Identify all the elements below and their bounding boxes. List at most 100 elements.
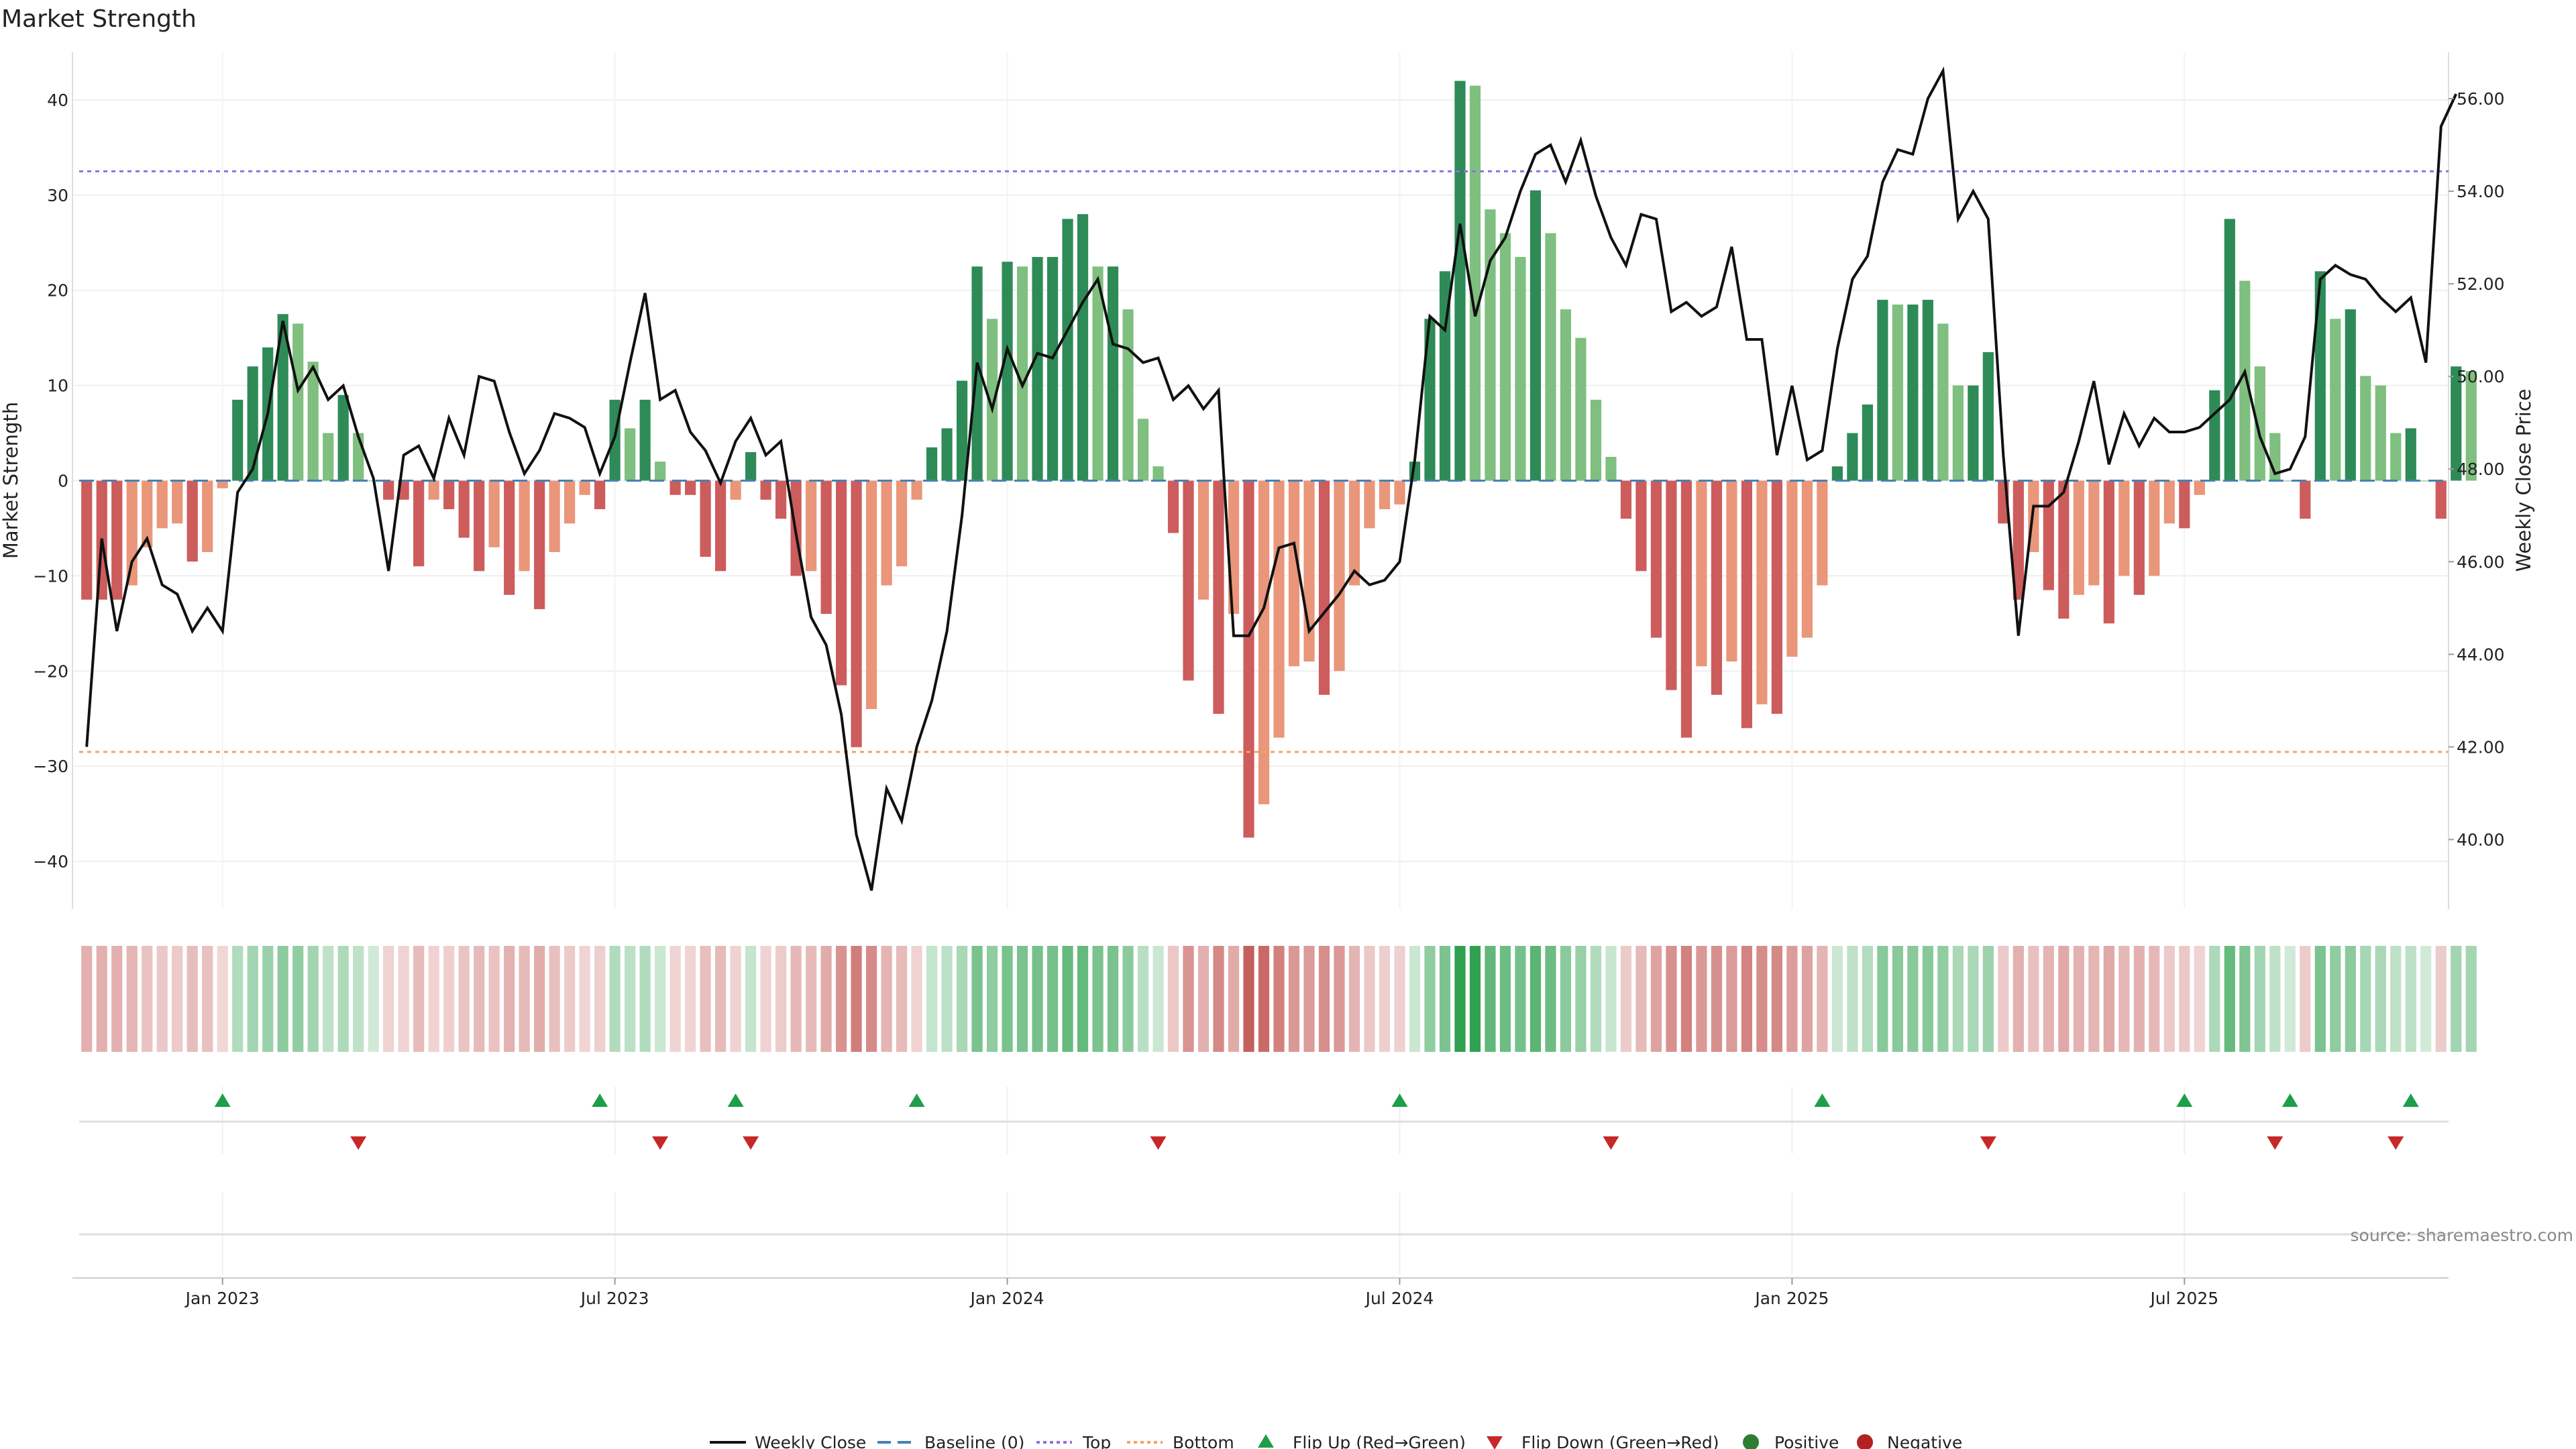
strength-bar [564, 480, 576, 524]
x-tick-label: Jan 2023 [184, 1289, 260, 1308]
y2-tick-label: 44.00 [2457, 645, 2505, 664]
strength-bar [1847, 433, 1858, 481]
heat-cell [564, 946, 576, 1052]
heat-cell [2314, 946, 2326, 1052]
y-axis-label: Market Strength [0, 402, 22, 559]
strength-bar [2209, 390, 2220, 481]
strength-bar [1635, 480, 1647, 572]
flip-down-marker [2387, 1136, 2404, 1150]
heat-cell [2209, 946, 2220, 1052]
strength-bar [579, 480, 590, 495]
heat-cell [126, 946, 138, 1052]
strength-bar [1696, 480, 1707, 667]
strength-bar [1862, 404, 1873, 481]
heat-cell [1046, 946, 1059, 1052]
strength-bar [1183, 480, 1194, 681]
strength-bar [1197, 480, 1210, 600]
heat-cell [2360, 946, 2371, 1052]
heat-cell [1711, 946, 1723, 1052]
y-tick-label: −30 [33, 757, 68, 776]
legend-positive: Positive [1743, 1433, 1839, 1449]
legend: Weekly Close Baseline (0) Top Bottom Fli… [710, 1433, 1962, 1449]
heat-cell [896, 946, 908, 1052]
flip-down-marker [1980, 1136, 1996, 1150]
flip-up-marker [2176, 1093, 2193, 1107]
y-tick-label: −20 [33, 661, 68, 681]
heat-cell [1183, 946, 1194, 1052]
flip-down-marker [1150, 1136, 1167, 1150]
heat-cell [142, 946, 153, 1052]
flip-down-marker [743, 1136, 759, 1150]
strength-bar [458, 480, 470, 538]
y2-tick-label: 52.00 [2457, 274, 2505, 294]
flip-up-marker [727, 1093, 744, 1107]
legend-bottom: Bottom [1127, 1433, 1234, 1449]
strength-bar [1560, 309, 1572, 481]
flip-down-marker [1603, 1136, 1619, 1150]
heat-cell [1650, 946, 1662, 1052]
heat-cell [2284, 946, 2296, 1052]
heat-cell [2163, 946, 2175, 1052]
strength-bar [1152, 466, 1164, 481]
heat-cell [685, 946, 696, 1052]
flip-down-markers [350, 1136, 2404, 1150]
strength-bar [685, 480, 696, 495]
strength-bar [1485, 209, 1496, 481]
strength-bar [2284, 480, 2296, 482]
flip-up-marker [2282, 1093, 2298, 1107]
heat-cell [488, 946, 500, 1052]
strength-bar [2118, 480, 2130, 576]
heat-cell [1409, 946, 1421, 1052]
strength-bar [730, 480, 741, 500]
heat-cell [986, 946, 998, 1052]
strength-bar [2133, 480, 2145, 595]
strength-bar [835, 480, 847, 686]
heat-cell [1379, 946, 1391, 1052]
heat-cell [1680, 946, 1693, 1052]
flip-panel [79, 1087, 2449, 1154]
strength-bar [519, 480, 530, 572]
heat-cell [1666, 946, 1677, 1052]
strength-bar [1002, 262, 1013, 481]
strength-bar [504, 480, 515, 595]
y-tick-label: −10 [33, 566, 68, 586]
strength-bar [428, 480, 439, 500]
strength-bar [639, 399, 651, 481]
strength-bar [202, 480, 213, 552]
flip-up-marker [214, 1093, 231, 1107]
strength-bar [1348, 480, 1360, 586]
heat-cell [715, 946, 727, 1052]
strength-bar [1711, 480, 1723, 695]
strength-bar [1424, 319, 1436, 481]
heat-cell [1892, 946, 1903, 1052]
strength-bar [126, 480, 138, 586]
strength-bar [2405, 428, 2416, 481]
flip-up-marker [592, 1093, 608, 1107]
heat-cell [609, 946, 621, 1052]
strength-bar [1122, 309, 1134, 481]
flip-up-marker [2402, 1093, 2419, 1107]
heat-cell [519, 946, 530, 1052]
strength-bar [2149, 480, 2160, 576]
strength-bar [247, 366, 258, 481]
y2-tick-label: 48.00 [2457, 460, 2505, 479]
heat-cell [1952, 946, 1964, 1052]
heat-cell [1786, 946, 1798, 1052]
strength-bar [2224, 219, 2235, 481]
legend-flip-down-icon [1487, 1436, 1503, 1449]
legend-flip-up-label: Flip Up (Red→Green) [1293, 1433, 1466, 1449]
heat-cell [202, 946, 213, 1052]
heat-cell [111, 946, 123, 1052]
strength-bar [142, 480, 153, 547]
heat-cell [1213, 946, 1224, 1052]
strength-bar [1213, 480, 1224, 714]
heat-cell [81, 946, 93, 1052]
x-tick-label: Jul 2024 [1364, 1289, 1434, 1308]
strength-bar [2012, 480, 2024, 600]
heat-cell [1877, 946, 1888, 1052]
strength-bar [1937, 323, 1949, 481]
y2-axis-label: Weekly Close Price [2512, 389, 2535, 572]
strength-bar [2375, 385, 2386, 481]
strength-bar [1379, 480, 1391, 510]
